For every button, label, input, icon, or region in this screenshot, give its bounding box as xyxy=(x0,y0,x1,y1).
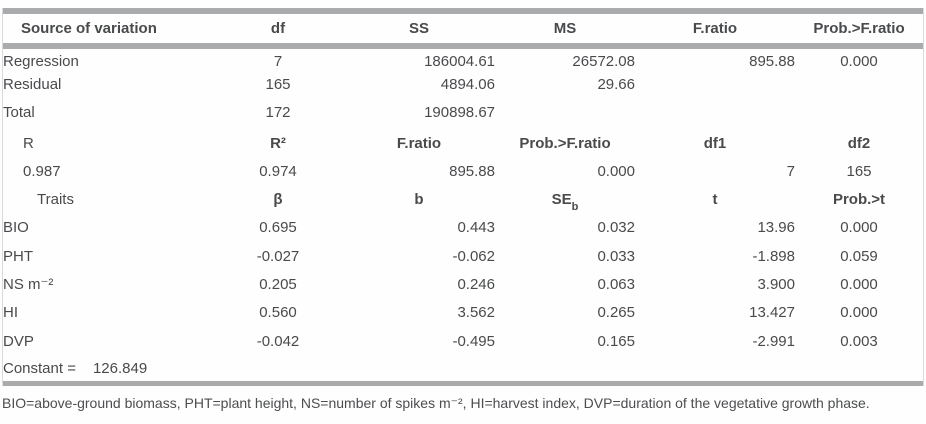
cell-beta: 0.695 xyxy=(259,219,297,237)
cell-b: -0.495 xyxy=(452,332,495,350)
value-r: 0.987 xyxy=(23,163,61,181)
cell-prob: 0.003 xyxy=(840,332,878,350)
cell-prob xyxy=(795,74,923,96)
cell-f-ratio xyxy=(635,74,795,96)
cell-b: 0.443 xyxy=(457,219,495,237)
cell-trait: PHT xyxy=(3,247,33,265)
cell-b: -0.062 xyxy=(452,247,495,265)
cell-t: 13.427 xyxy=(749,304,795,322)
cell-se: 0.165 xyxy=(597,332,635,350)
value-df2: 165 xyxy=(846,163,872,181)
bottom-rule xyxy=(3,381,923,386)
cell-ms: 26572.08 xyxy=(572,52,635,70)
table-row-bio: BIO 0.695 0.443 0.032 13.96 0.000 xyxy=(3,214,923,242)
table-row-dvp: DVP -0.042 -0.495 0.165 -2.991 0.003 xyxy=(3,327,923,356)
cell-f-ratio: 895.88 xyxy=(749,52,795,70)
table-row-hi: HI 0.560 3.562 0.265 13.427 0.000 xyxy=(3,299,923,327)
col-header-df: df xyxy=(270,19,286,37)
cell-trait: HI xyxy=(3,304,18,322)
se-subscript: b xyxy=(571,201,579,214)
table-row-ns: NS m⁻² 0.205 0.246 0.063 3.900 0.000 xyxy=(3,271,923,299)
header-se-b: SEb xyxy=(495,186,635,214)
cell-source: Residual xyxy=(3,76,62,94)
header-t: t xyxy=(712,191,718,209)
cell-se: 0.032 xyxy=(597,219,635,237)
constant-label: Constant = xyxy=(3,359,76,377)
table-frame: Source of variation df SS MS F.ratio Pro… xyxy=(2,8,924,386)
cell-se: 0.063 xyxy=(597,276,635,294)
header-r: R xyxy=(23,135,34,153)
anova-header-table: Source of variation df SS MS F.ratio Pro… xyxy=(3,14,923,43)
value-prob-f-ratio: 0.000 xyxy=(597,163,635,181)
header-df2: df2 xyxy=(847,135,871,153)
table-body: Regression 7 186004.61 26572.08 895.88 0… xyxy=(3,49,923,381)
table-row-regression: Regression 7 186004.61 26572.08 895.88 0… xyxy=(3,49,923,74)
cell-ss: 186004.61 xyxy=(424,52,495,70)
constant-value: 126.849 xyxy=(92,359,148,377)
cell-ms xyxy=(495,96,635,130)
anova-header-row: Source of variation df SS MS F.ratio Pro… xyxy=(3,14,923,43)
header-df1: df1 xyxy=(703,135,727,153)
cell-empty xyxy=(213,356,923,381)
cell-constant: Constant = 126.849 xyxy=(3,356,213,381)
cell-prob: 0.059 xyxy=(840,247,878,265)
header-b: b xyxy=(414,191,424,209)
col-header-ms: MS xyxy=(553,19,577,37)
header-beta: β xyxy=(273,191,283,209)
cell-prob: 0.000 xyxy=(840,219,878,237)
table-row-residual: Residual 165 4894.06 29.66 xyxy=(3,74,923,96)
cell-trait: NS m⁻² xyxy=(3,276,54,294)
cell-ss: 4894.06 xyxy=(440,76,495,94)
cell-prob: 0.000 xyxy=(840,52,878,70)
cell-b: 0.246 xyxy=(457,276,495,294)
value-df1: 7 xyxy=(786,163,795,181)
coefficients-header-row: Traits β b SEb t Prob.>t xyxy=(3,186,923,214)
col-header-source-of-variation: Source of variation xyxy=(21,19,157,37)
header-prob-f-ratio: Prob.>F.ratio xyxy=(519,135,611,153)
col-header-ss: SS xyxy=(408,19,429,37)
cell-prob: 0.000 xyxy=(840,276,878,294)
model-summary-values-row: 0.987 0.974 895.88 0.000 7 165 xyxy=(3,158,923,186)
header-traits: Traits xyxy=(37,191,74,209)
header-r-squared: R² xyxy=(270,135,286,153)
cell-t: 13.96 xyxy=(757,219,795,237)
constant-row: Constant = 126.849 xyxy=(3,356,923,381)
header-f-ratio: F.ratio xyxy=(396,135,442,153)
header-prob-t: Prob.>t xyxy=(832,191,886,209)
cell-ms: 29.66 xyxy=(597,76,635,94)
abbreviations-footnote: BIO=above-ground biomass, PHT=plant heig… xyxy=(2,395,870,411)
table-row-total: Total 172 190898.67 xyxy=(3,96,923,130)
cell-b: 3.562 xyxy=(457,304,495,322)
cell-beta: -0.027 xyxy=(256,247,300,265)
cell-prob xyxy=(795,96,923,130)
top-rule xyxy=(3,8,923,14)
cell-df: 172 xyxy=(265,104,291,122)
cell-beta: -0.042 xyxy=(256,332,300,350)
cell-trait: BIO xyxy=(3,219,29,237)
value-r-squared: 0.974 xyxy=(259,163,297,181)
header-rule xyxy=(3,43,923,49)
cell-source: Total xyxy=(3,104,35,122)
cell-t: -2.991 xyxy=(752,332,795,350)
table-row-pht: PHT -0.027 -0.062 0.033 -1.898 0.059 xyxy=(3,242,923,271)
cell-df: 165 xyxy=(265,76,291,94)
cell-prob: 0.000 xyxy=(840,304,878,322)
value-f-ratio: 895.88 xyxy=(449,163,495,181)
cell-trait: DVP xyxy=(3,332,34,350)
cell-df: 7 xyxy=(273,52,283,70)
col-header-f-ratio: F.ratio xyxy=(692,19,738,37)
cell-se: 0.265 xyxy=(597,304,635,322)
cell-t: 3.900 xyxy=(757,276,795,294)
cell-source: Regression xyxy=(3,52,79,70)
se-base: SE xyxy=(551,191,572,209)
model-summary-header-row: R R² F.ratio Prob.>F.ratio df1 df2 xyxy=(3,130,923,158)
cell-se: 0.033 xyxy=(597,247,635,265)
cell-f-ratio xyxy=(635,96,795,130)
cell-beta: 0.560 xyxy=(259,304,297,322)
cell-beta: 0.205 xyxy=(259,276,297,294)
cell-t: -1.898 xyxy=(752,247,795,265)
cell-ss: 190898.67 xyxy=(424,104,495,122)
col-header-prob-f-ratio: Prob.>F.ratio xyxy=(813,19,905,37)
